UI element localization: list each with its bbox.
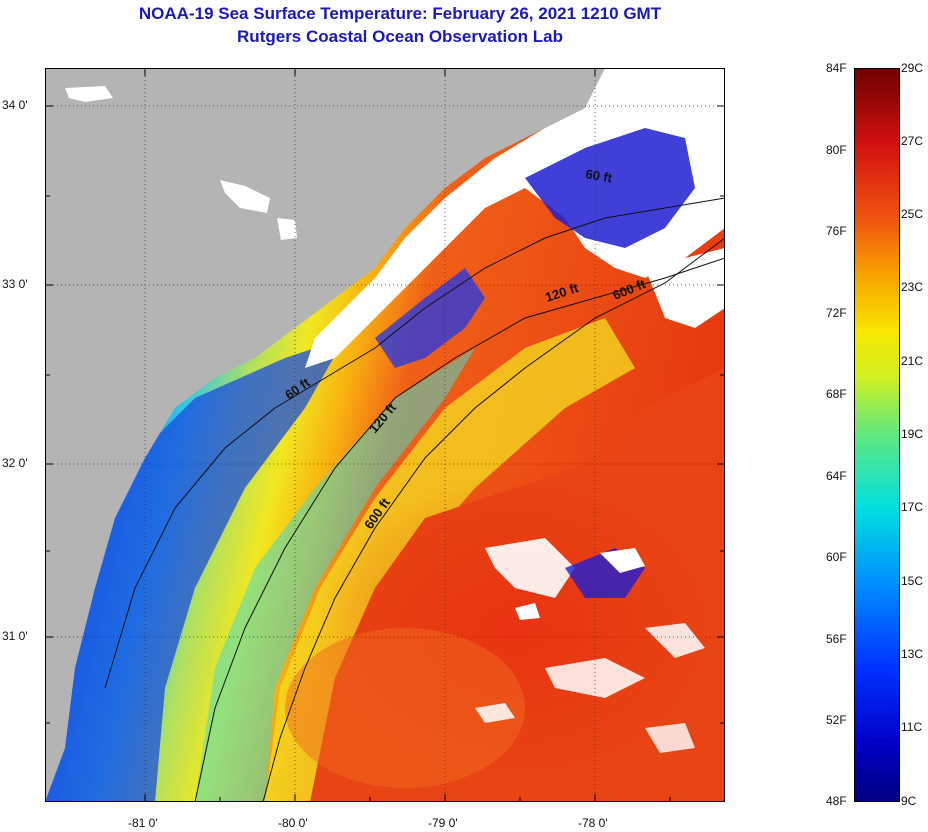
colorbar-c-13: 13C bbox=[901, 647, 924, 661]
colorbar-c-29: 29C bbox=[901, 61, 924, 75]
lat-label-32: 32 0' bbox=[2, 456, 28, 470]
land-area bbox=[45, 68, 605, 802]
colorbar-c-15: 15C bbox=[901, 574, 924, 588]
colorbar-c-11: 11C bbox=[901, 720, 923, 734]
lat-lon-grid bbox=[45, 68, 725, 802]
isobath-120ft bbox=[194, 257, 725, 802]
isobath-label-60ft-north: 60 ft bbox=[584, 166, 614, 186]
cold-patch-nearshore bbox=[375, 268, 485, 368]
cloud-patch-east bbox=[645, 248, 725, 328]
colorbar-f-60: 60F bbox=[826, 550, 847, 564]
colorbar-f-76: 76F bbox=[826, 224, 847, 238]
mid-shelf-water bbox=[195, 348, 475, 802]
cold-nearshore-water bbox=[45, 338, 345, 802]
cold-patch-north bbox=[525, 128, 695, 248]
lon-label-81: -81 0' bbox=[128, 816, 158, 830]
colorbar-f-80: 80F bbox=[826, 143, 847, 157]
colorbar-f-68: 68F bbox=[826, 387, 847, 401]
colorbar-f-64: 64F bbox=[826, 469, 847, 483]
colorbar-c-17: 17C bbox=[901, 500, 924, 514]
lat-label-33: 33 0' bbox=[2, 277, 28, 291]
inland-lake-1 bbox=[220, 180, 270, 213]
colorbar-f-52: 52F bbox=[826, 713, 847, 727]
lon-label-78: -78 0' bbox=[578, 816, 608, 830]
map-frame bbox=[45, 68, 725, 802]
temperature-colorbar bbox=[854, 68, 900, 802]
inland-lake-2 bbox=[277, 218, 297, 240]
colorbar-f-56: 56F bbox=[826, 632, 847, 646]
lon-label-79: -79 0' bbox=[428, 816, 458, 830]
map-subtitle: Rutgers Coastal Ocean Observation Lab bbox=[237, 27, 563, 46]
colorbar-c-25: 25C bbox=[901, 207, 924, 221]
lat-label-31: 31 0' bbox=[2, 629, 28, 643]
colorbar-c-27: 27C bbox=[901, 134, 924, 148]
offshore-cloud-patches bbox=[475, 538, 705, 753]
colorbar-f-84: 84F bbox=[826, 61, 847, 75]
colorbar-f-48: 48F bbox=[826, 794, 847, 808]
map-title: NOAA-19 Sea Surface Temperature: Februar… bbox=[138, 4, 662, 23]
colorbar-f-72: 72F bbox=[826, 306, 847, 320]
lon-label-80: -80 0' bbox=[278, 816, 308, 830]
isobath-60ft bbox=[104, 197, 725, 689]
lat-label-34: 34 0' bbox=[2, 98, 28, 112]
colorbar-c-9: 9C bbox=[901, 794, 917, 808]
colorbar-c-19: 19C bbox=[901, 427, 924, 441]
inland-water-white bbox=[65, 86, 113, 102]
sst-map: 60 ft 120 ft 600 ft 60 ft 120 ft 600 ft bbox=[45, 68, 725, 802]
colorbar-c-23: 23C bbox=[901, 280, 924, 294]
isobath-600ft bbox=[262, 237, 725, 802]
colorbar-c-21: 21C bbox=[901, 354, 924, 368]
